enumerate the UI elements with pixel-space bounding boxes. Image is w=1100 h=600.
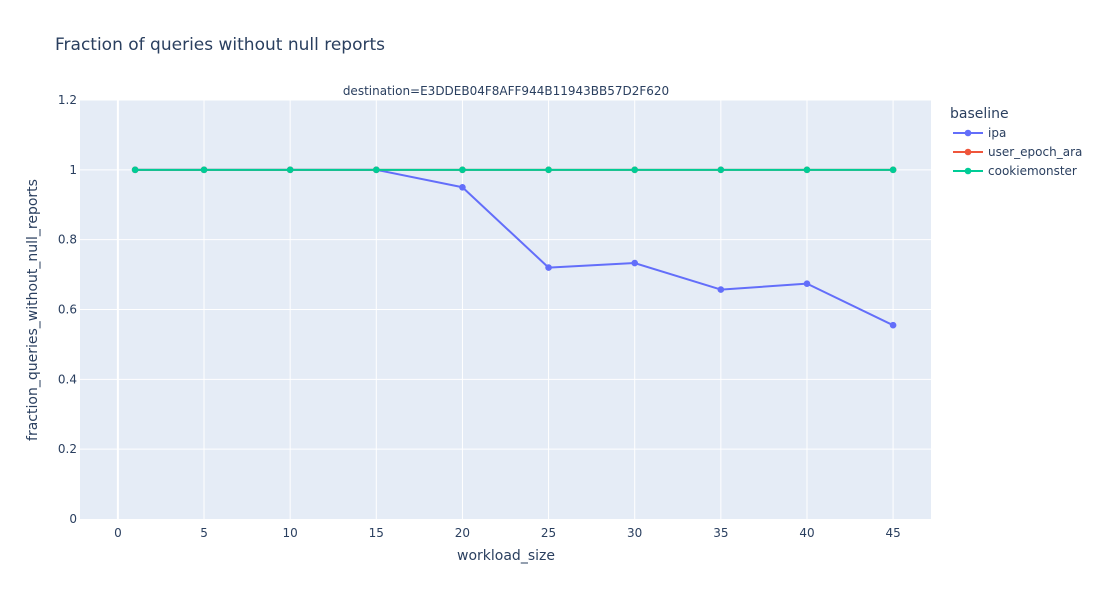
series-layer — [131, 166, 897, 329]
y-tick-label: 0.2 — [58, 442, 77, 456]
x-tick-label: 40 — [799, 526, 814, 540]
data-point-cookiemonster[interactable] — [545, 166, 552, 174]
data-point-ipa[interactable] — [545, 264, 552, 271]
y-tick-label: 0.8 — [58, 233, 77, 247]
legend-swatch-marker — [964, 129, 972, 137]
y-axis-title: fraction_queries_without_null_reports — [25, 179, 41, 441]
data-point-cookiemonster[interactable] — [803, 166, 811, 174]
data-point-cookiemonster[interactable] — [131, 166, 139, 174]
y-tick-label: 0 — [69, 512, 77, 526]
x-tick-label: 35 — [713, 526, 728, 540]
x-tick-label: 15 — [369, 526, 384, 540]
x-tick-label: 25 — [541, 526, 556, 540]
data-point-cookiemonster[interactable] — [631, 166, 639, 174]
data-point-cookiemonster[interactable] — [889, 166, 897, 174]
legend-swatch-marker — [964, 167, 972, 175]
y-tick-label: 1 — [69, 163, 77, 177]
legend-label: cookiemonster — [988, 164, 1077, 178]
data-point-cookiemonster[interactable] — [459, 166, 466, 174]
legend: baseline ipa user_epoch_ara cookiemonster — [950, 106, 1082, 178]
legend-title: baseline — [950, 106, 1009, 122]
x-tick-label: 30 — [627, 526, 642, 540]
x-axis-title: workload_size — [457, 548, 555, 564]
legend-item-user-epoch-ara[interactable]: user_epoch_ara — [953, 145, 1082, 159]
x-tick-label: 45 — [885, 526, 900, 540]
legend-swatch-marker — [964, 148, 972, 156]
y-tick-label: 0.4 — [58, 372, 77, 386]
data-point-cookiemonster[interactable] — [717, 166, 725, 174]
data-point-ipa[interactable] — [459, 183, 466, 191]
facet-label: destination=E3DDEB04F8AFF944B11943BB57D2… — [343, 84, 669, 98]
data-point-ipa[interactable] — [803, 280, 811, 287]
y-tick-label: 0.6 — [58, 303, 77, 317]
data-point-cookiemonster[interactable] — [286, 166, 294, 174]
y-tick-label: 1.2 — [58, 93, 77, 107]
x-tick-label: 0 — [114, 526, 122, 540]
data-point-ipa[interactable] — [889, 321, 897, 329]
legend-item-cookiemonster[interactable]: cookiemonster — [953, 164, 1077, 178]
data-point-cookiemonster[interactable] — [200, 166, 208, 174]
x-tick-label: 5 — [200, 526, 208, 540]
tick-labels: 0 5 10 15 20 25 30 35 40 45 0 0.2 0.4 0.6 0.8 1 1.2 — [58, 93, 901, 540]
data-point-ipa[interactable] — [717, 286, 725, 293]
legend-items: ipa user_epoch_ara cookiemonster — [953, 126, 1082, 178]
data-point-cookiemonster[interactable] — [372, 166, 380, 174]
data-point-ipa[interactable] — [631, 259, 639, 267]
legend-item-ipa[interactable]: ipa — [953, 126, 1006, 140]
chart-title: Fraction of queries without null reports — [55, 35, 385, 55]
legend-label: ipa — [988, 126, 1006, 140]
series-cookiemonster — [131, 166, 897, 174]
legend-label: user_epoch_ara — [988, 145, 1082, 159]
x-tick-label: 10 — [283, 526, 298, 540]
x-tick-label: 20 — [455, 526, 470, 540]
